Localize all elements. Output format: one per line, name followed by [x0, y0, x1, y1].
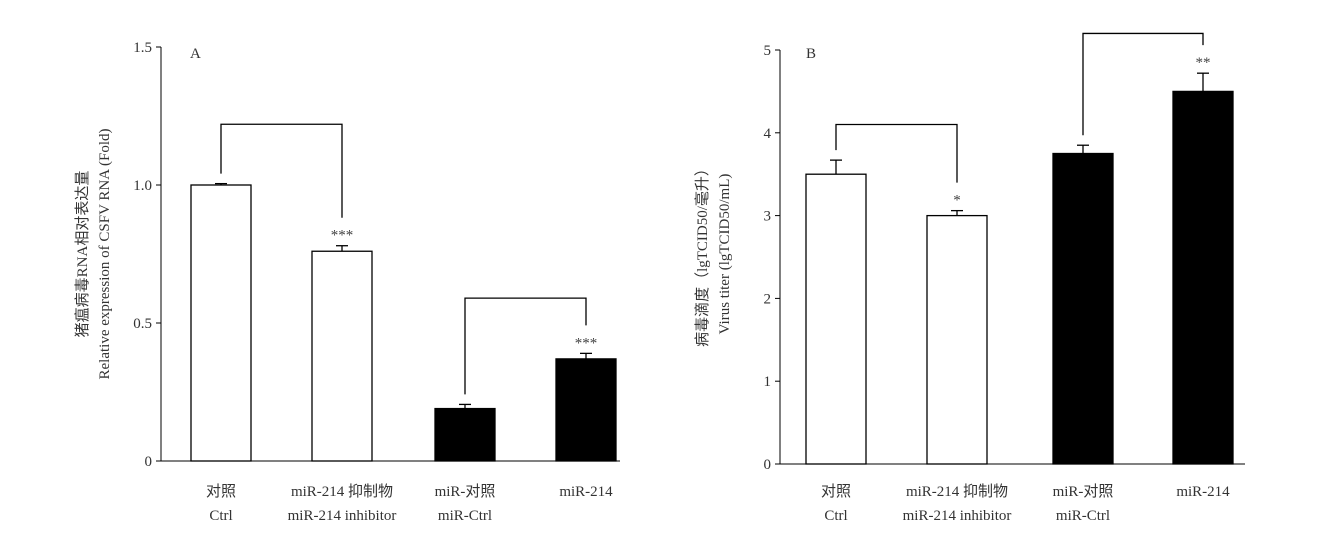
category-label-cn: miR-214	[1176, 484, 1230, 500]
bar	[1172, 90, 1234, 465]
y-tick-label: 0	[145, 454, 153, 470]
significance-mark: **	[1196, 55, 1211, 71]
y-tick-label: 1.0	[133, 178, 152, 194]
y-axis-label-cn: 猪瘟病毒RNA相对表达量	[73, 171, 91, 338]
category-label-en: Ctrl	[209, 508, 232, 524]
y-axis-label-cn: 病毒滴度（lgTCID50/毫升）	[693, 161, 711, 347]
comparison-bracket	[464, 297, 587, 395]
category-label-en: miR-Ctrl	[438, 508, 492, 524]
comparison-bracket	[220, 123, 343, 218]
significance-mark: *	[953, 193, 961, 209]
y-tick-label: 3	[764, 209, 772, 225]
panel-label: B	[806, 46, 816, 62]
category-label-cn: 对照	[821, 483, 851, 500]
bar	[311, 250, 373, 462]
bar	[555, 358, 617, 462]
y-tick-label: 0.5	[133, 316, 152, 332]
bar	[1052, 152, 1114, 465]
bar	[190, 184, 252, 462]
category-label-cn: miR-对照	[1053, 483, 1114, 500]
y-axis-label-en: Virus titer (lgTCID50/mL)	[717, 174, 733, 335]
comparison-bracket	[1082, 32, 1204, 136]
y-tick-label: 0	[764, 457, 772, 473]
category-label-en: miR-214 inhibitor	[903, 508, 1012, 524]
panel-a: 0 0.5 1.0 1.5 A 猪瘟病毒RNA相对表达量 Relative expressi…	[73, 40, 620, 524]
bar	[926, 214, 988, 465]
y-tick-label: 2	[764, 291, 772, 307]
bar	[434, 407, 496, 462]
panel-label: A	[190, 46, 201, 62]
panel-b: 0 1 2 3 4 5 B 病毒滴度（lgTCID50/毫升） Virus titer (lgT…	[693, 32, 1245, 524]
bar	[805, 173, 867, 465]
y-tick-label: 1.5	[133, 40, 152, 56]
significance-mark: ***	[331, 228, 354, 244]
y-tick-label: 5	[764, 43, 772, 59]
category-label-cn: miR-214	[559, 484, 613, 500]
category-label-cn: miR-214 抑制物	[906, 483, 1008, 500]
category-label-en: miR-Ctrl	[1056, 508, 1110, 524]
comparison-bracket	[835, 123, 958, 183]
category-label-en: miR-214 inhibitor	[288, 508, 397, 524]
y-axis-label-en: Relative expression of CSFV RNA (Fold)	[97, 129, 113, 380]
category-label-cn: 对照	[206, 483, 236, 500]
significance-mark: ***	[575, 335, 598, 351]
y-tick-label: 1	[764, 374, 772, 390]
category-label-en: Ctrl	[824, 508, 847, 524]
category-label-cn: miR-214 抑制物	[291, 483, 393, 500]
y-tick-label: 4	[764, 126, 772, 142]
category-label-cn: miR-对照	[435, 483, 496, 500]
